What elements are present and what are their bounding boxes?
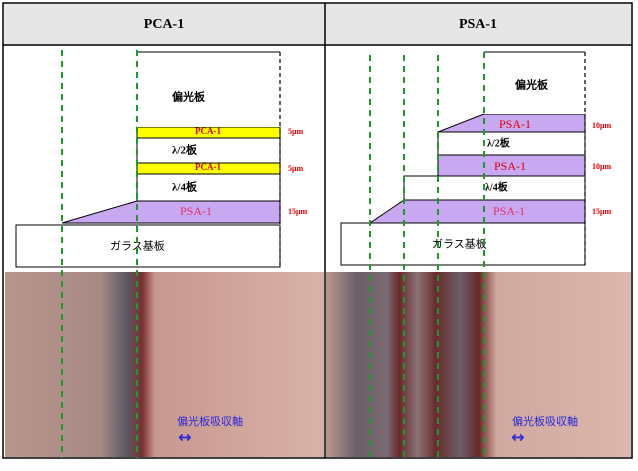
layer-label: λ/2板	[172, 143, 198, 157]
layer-label: PSA-1	[494, 159, 526, 173]
micrograph	[5, 272, 324, 457]
thickness-label: 15μm	[288, 207, 308, 216]
layer-label: PCA-1	[195, 162, 221, 172]
layer-label: PSA-1	[499, 117, 531, 131]
layer-label: PSA-1	[493, 204, 525, 218]
column-header: PSA-1	[459, 17, 497, 32]
caption: 偏光板吸収軸	[512, 414, 578, 428]
layer-label: PSA-1	[180, 204, 212, 218]
half-wave-layer	[137, 138, 280, 163]
thickness-label: 5μm	[288, 164, 304, 173]
thickness-label: 5μm	[288, 127, 304, 136]
psa-layer	[370, 200, 585, 223]
layer-label: ガラス基板	[432, 237, 487, 251]
layer-label: PCA-1	[195, 126, 221, 136]
header-row	[4, 4, 631, 45]
quarter-wave-layer	[137, 174, 280, 201]
caption: 偏光板吸収軸	[177, 414, 243, 428]
thickness-label: 10μm	[592, 162, 612, 171]
half-wave-layer	[438, 132, 585, 155]
layer-label: 偏光板	[515, 78, 549, 92]
thickness-label: 15μm	[592, 207, 612, 216]
layer-label: λ/2板	[487, 136, 511, 149]
polarizer-layer	[137, 52, 280, 127]
column-header: PCA-1	[144, 17, 184, 32]
micrograph-right: 偏光板吸収軸 ↔	[326, 272, 631, 457]
axis-arrow: ↔	[178, 428, 191, 447]
thickness-label: 10μm	[592, 121, 612, 130]
micrograph-left: 偏光板吸収軸 ↔	[5, 272, 324, 457]
layer-label: λ/4板	[485, 180, 509, 193]
layer-label: λ/4板	[172, 180, 198, 194]
micrograph	[326, 272, 631, 457]
figure: PCA-1 PSA-1 偏光板 PCA-1 λ/2板 PCA-1 λ/4板 PS…	[0, 0, 638, 466]
axis-arrow: ↔	[511, 428, 524, 447]
layer-label: 偏光板	[172, 90, 206, 104]
